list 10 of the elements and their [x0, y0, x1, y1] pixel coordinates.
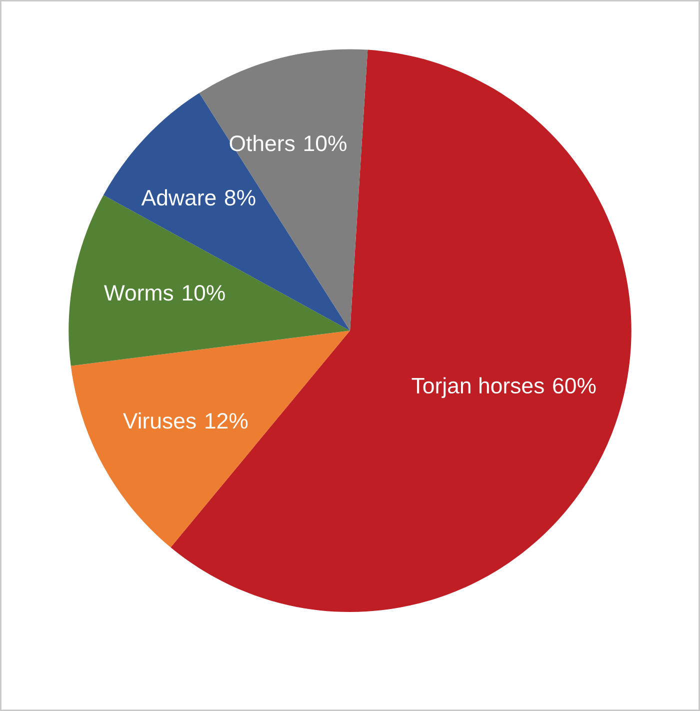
data-label: 12%: [206, 413, 248, 429]
slice-label: Others: [230, 134, 295, 152]
slice-label: Adware: [141, 189, 216, 206]
data-label: 8%: [224, 190, 256, 206]
slice-label: Viruses: [122, 412, 196, 429]
slice-label: Torjan horses: [412, 377, 544, 398]
data-label: 60%: [553, 378, 596, 394]
data-label: 10%: [304, 136, 346, 152]
data-label: 10%: [182, 284, 225, 301]
slice-label: Worms: [104, 285, 174, 301]
